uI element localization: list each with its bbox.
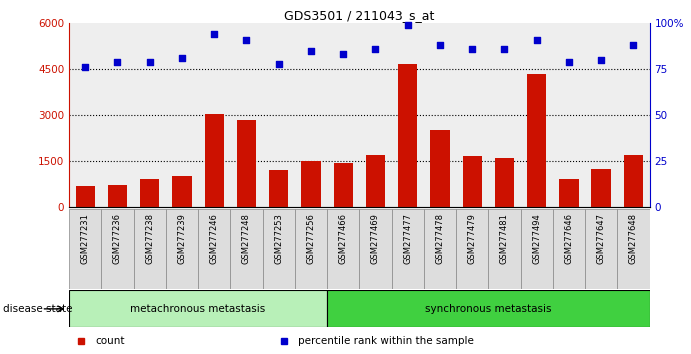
- Point: [628, 42, 639, 48]
- FancyBboxPatch shape: [166, 209, 198, 289]
- Text: GSM277477: GSM277477: [403, 213, 413, 264]
- Text: GSM277246: GSM277246: [209, 213, 219, 264]
- Bar: [366, 155, 385, 207]
- Bar: [559, 179, 578, 207]
- Point: [176, 55, 187, 61]
- Text: GSM277236: GSM277236: [113, 213, 122, 264]
- Bar: [301, 161, 321, 207]
- FancyBboxPatch shape: [327, 209, 359, 289]
- FancyBboxPatch shape: [424, 209, 456, 289]
- Bar: [140, 179, 160, 207]
- Point: [144, 59, 155, 64]
- Point: [305, 48, 316, 53]
- FancyBboxPatch shape: [69, 290, 327, 327]
- Point: [273, 61, 284, 66]
- Text: GSM277231: GSM277231: [81, 213, 90, 264]
- FancyBboxPatch shape: [295, 209, 327, 289]
- FancyBboxPatch shape: [489, 209, 520, 289]
- Bar: [269, 170, 288, 207]
- Point: [370, 46, 381, 52]
- Text: GSM277466: GSM277466: [339, 213, 348, 264]
- Text: GSM277648: GSM277648: [629, 213, 638, 264]
- FancyBboxPatch shape: [230, 209, 263, 289]
- Bar: [75, 185, 95, 207]
- Text: percentile rank within the sample: percentile rank within the sample: [299, 336, 474, 346]
- Point: [531, 37, 542, 42]
- Bar: [398, 64, 417, 207]
- Text: GSM277646: GSM277646: [565, 213, 574, 264]
- FancyBboxPatch shape: [198, 209, 230, 289]
- Bar: [334, 162, 353, 207]
- Point: [499, 46, 510, 52]
- Bar: [495, 158, 514, 207]
- FancyBboxPatch shape: [359, 209, 392, 289]
- Point: [435, 42, 446, 48]
- Point: [596, 57, 607, 63]
- FancyBboxPatch shape: [102, 209, 133, 289]
- Bar: [527, 74, 547, 207]
- FancyBboxPatch shape: [392, 209, 424, 289]
- Bar: [624, 155, 643, 207]
- FancyBboxPatch shape: [327, 290, 650, 327]
- Bar: [108, 185, 127, 207]
- FancyBboxPatch shape: [263, 209, 295, 289]
- Point: [338, 51, 349, 57]
- Text: GSM277479: GSM277479: [468, 213, 477, 264]
- FancyBboxPatch shape: [617, 209, 650, 289]
- FancyBboxPatch shape: [553, 209, 585, 289]
- Text: GSM277256: GSM277256: [306, 213, 316, 264]
- FancyBboxPatch shape: [585, 209, 617, 289]
- Bar: [462, 156, 482, 207]
- FancyBboxPatch shape: [133, 209, 166, 289]
- FancyBboxPatch shape: [69, 209, 102, 289]
- Text: GSM277239: GSM277239: [178, 213, 187, 264]
- Text: disease state: disease state: [3, 304, 73, 314]
- Bar: [172, 176, 191, 207]
- FancyBboxPatch shape: [520, 209, 553, 289]
- Point: [209, 31, 220, 37]
- Point: [241, 37, 252, 42]
- Point: [563, 59, 574, 64]
- Bar: [237, 120, 256, 207]
- Bar: [591, 169, 611, 207]
- Bar: [430, 130, 450, 207]
- Text: GSM277478: GSM277478: [435, 213, 444, 264]
- Text: GSM277494: GSM277494: [532, 213, 541, 264]
- Text: GSM277481: GSM277481: [500, 213, 509, 264]
- Point: [112, 59, 123, 64]
- Text: count: count: [95, 336, 124, 346]
- Text: synchronous metastasis: synchronous metastasis: [425, 304, 551, 314]
- Text: GSM277469: GSM277469: [371, 213, 380, 264]
- Point: [79, 64, 91, 70]
- Text: metachronous metastasis: metachronous metastasis: [131, 304, 266, 314]
- FancyBboxPatch shape: [456, 209, 489, 289]
- Point: [466, 46, 477, 52]
- Text: GSM277238: GSM277238: [145, 213, 154, 264]
- Text: GSM277248: GSM277248: [242, 213, 251, 264]
- Text: GSM277647: GSM277647: [596, 213, 606, 264]
- Bar: [205, 114, 224, 207]
- Title: GDS3501 / 211043_s_at: GDS3501 / 211043_s_at: [284, 9, 435, 22]
- Point: [402, 22, 413, 28]
- Text: GSM277253: GSM277253: [274, 213, 283, 264]
